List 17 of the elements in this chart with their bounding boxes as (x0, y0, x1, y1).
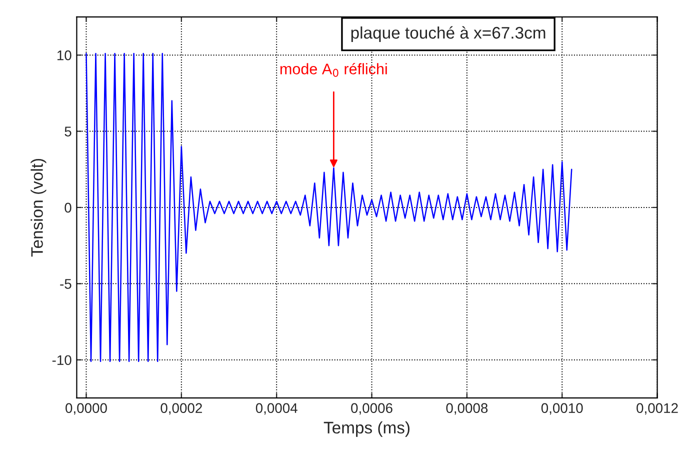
x-tick-label: 0,0010 (541, 403, 583, 415)
x-tick-label: 0,0006 (351, 403, 392, 415)
x-axis-title: Temps (ms) (324, 421, 410, 437)
line-series (86, 52, 572, 362)
x-tick-label: 0,0012 (636, 403, 678, 415)
y-axis-title: Tension (volt) (30, 158, 46, 257)
x-tick-label: 0,0000 (66, 403, 107, 415)
y-tick-label: 10 (57, 50, 72, 60)
annotation: mode A$_{0}$ réflichi (280, 62, 387, 77)
x-tick-label: 0,0008 (446, 403, 488, 415)
y-tick-label: -10 (52, 355, 72, 366)
text: plaque touché à x=67.3cm (351, 26, 546, 42)
x-tick-label: 0,0002 (160, 403, 202, 415)
y-tick-label: -5 (60, 279, 72, 289)
x-tick-label: 0,0004 (256, 403, 298, 415)
y-tick-label: 0 (64, 202, 72, 213)
y-tick-label: 5 (64, 126, 72, 136)
